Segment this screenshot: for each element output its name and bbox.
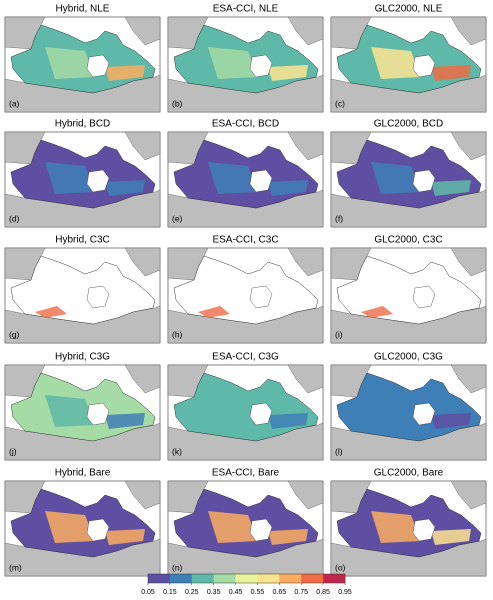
map-texture [431, 413, 471, 429]
panel-title: GLC2000, C3C [374, 235, 442, 246]
panel-title: GLC2000, NLE [375, 4, 443, 15]
panel-title: ESA-CCI, BCD [212, 119, 279, 130]
map-texture [208, 162, 258, 194]
panel-label: (l) [335, 446, 343, 456]
map-panel [4, 247, 161, 344]
panel-title: ESA-CCI, NLE [213, 4, 279, 15]
map-texture [45, 47, 95, 79]
colorbar-tick-label: 0.15 [163, 589, 177, 596]
panel-title: Hybrid, NLE [56, 4, 110, 15]
map-texture [371, 395, 421, 427]
map-texture [371, 162, 421, 194]
map-texture [45, 395, 95, 427]
map-panel [330, 16, 487, 113]
panel-title: Hybrid, BCD [55, 119, 111, 130]
colorbar-tick-label: 0.85 [316, 589, 330, 596]
colorbar-bin [323, 574, 346, 583]
colorbar-tick-label: 0.35 [207, 589, 221, 596]
map-texture [208, 395, 258, 427]
map-texture [208, 511, 258, 543]
colorbar-tick-label: 0.65 [273, 589, 287, 596]
panel-label: (b) [172, 98, 183, 108]
panel-label: (g) [9, 329, 20, 339]
colorbar-bin [257, 574, 280, 583]
panel-title: GLC2000, BCD [374, 119, 443, 130]
panel-title: GLC2000, Bare [374, 468, 444, 479]
colorbar-bin [235, 574, 258, 583]
panel-label: (a) [9, 98, 20, 108]
panel-title: GLC2000, C3G [374, 352, 443, 363]
colorbar-tick-label: 0.55 [251, 589, 265, 596]
map-texture [105, 65, 145, 81]
map-texture [268, 529, 308, 545]
panel-label: (f) [335, 213, 343, 223]
colorbar-tick-label: 0.75 [294, 589, 308, 596]
panel-label: (k) [172, 446, 182, 456]
map-panel [167, 16, 324, 113]
panel-label: (h) [172, 329, 183, 339]
colorbar-frame [147, 573, 346, 584]
map-panel [330, 131, 487, 228]
colorbar-tick-label: 0.25 [185, 589, 199, 596]
panel-title: Hybrid, C3G [55, 352, 110, 363]
map-panel [330, 364, 487, 461]
panel-label: (e) [172, 213, 183, 223]
map-panel [4, 16, 161, 113]
panel-label: (c) [335, 98, 345, 108]
panel-title: Hybrid, C3C [55, 235, 109, 246]
map-panel [167, 247, 324, 344]
colorbar-bin [279, 574, 302, 583]
panel-title: Hybrid, Bare [55, 468, 111, 479]
panel-title: ESA-CCI, C3C [212, 235, 278, 246]
colorbar-bin [301, 574, 324, 583]
map-texture [45, 162, 95, 194]
map-panel [4, 131, 161, 228]
panel-label: (j) [9, 446, 17, 456]
colorbar-bin [213, 574, 236, 583]
map-texture [371, 47, 421, 79]
panel-label: (n) [172, 562, 183, 572]
map-texture [45, 511, 95, 543]
crop-area [198, 306, 230, 318]
panel-label: (d) [9, 213, 20, 223]
panel-label: (o) [335, 562, 346, 572]
colorbar-tick-label: 0.45 [229, 589, 243, 596]
map-panel [167, 480, 324, 577]
map-texture [431, 529, 471, 545]
panel-title: ESA-CCI, Bare [212, 468, 280, 479]
map-texture [431, 65, 471, 81]
map-panel [167, 131, 324, 228]
colorbar-bin [191, 574, 214, 583]
map-panel [167, 364, 324, 461]
colorbar-bin [148, 574, 171, 583]
map-texture [431, 180, 471, 196]
map-panel [330, 247, 487, 344]
map-texture [105, 413, 145, 429]
panel-label: (m) [9, 562, 22, 572]
panel-title: ESA-CCI, C3G [212, 352, 279, 363]
map-texture [268, 413, 308, 429]
colorbar-bin [169, 574, 193, 583]
map-texture [208, 47, 258, 79]
panel-label: (i) [335, 329, 343, 339]
crop-area [35, 306, 67, 318]
map-panel [4, 480, 161, 577]
crop-area [361, 306, 393, 318]
map-texture [371, 511, 421, 543]
colorbar-tick-label: 0.05 [141, 589, 155, 596]
map-texture [268, 65, 308, 81]
map-texture [105, 529, 145, 545]
map-panel [4, 364, 161, 461]
colorbar-tick-label: 0.95 [338, 589, 352, 596]
map-texture [268, 180, 308, 196]
map-texture [105, 180, 145, 196]
map-panel [330, 480, 487, 577]
